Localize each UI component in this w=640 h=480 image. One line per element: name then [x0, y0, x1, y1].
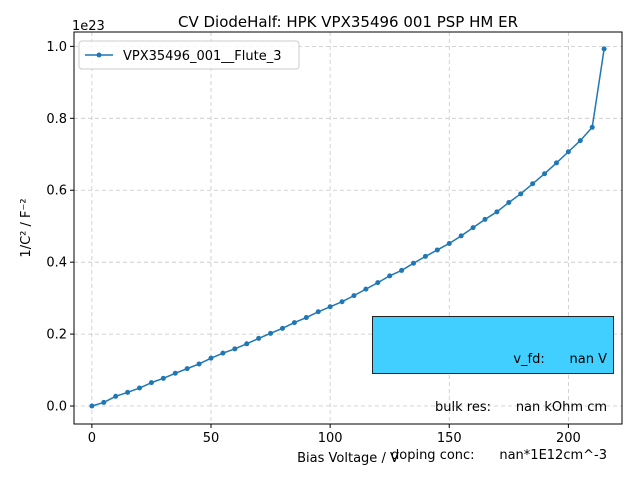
legend-point-marker — [96, 52, 102, 58]
data-point — [494, 209, 500, 215]
data-point — [565, 149, 571, 155]
data-point — [506, 199, 512, 205]
data-point — [327, 304, 333, 310]
y-tick-label: 0.0 — [46, 400, 67, 415]
data-point — [458, 233, 464, 239]
data-point — [363, 286, 369, 292]
data-point — [434, 247, 440, 253]
y-tick-label: 0.4 — [46, 256, 67, 271]
data-point — [256, 335, 262, 341]
data-point — [303, 315, 309, 321]
y-tick-label: 0.2 — [46, 328, 67, 343]
x-tick-label: 150 — [437, 431, 462, 446]
data-point — [351, 293, 357, 299]
data-point — [125, 389, 131, 395]
data-point — [279, 325, 285, 331]
data-point — [137, 385, 143, 391]
info-row-doping-conc: doping conc: nan*1E12cm^-3 — [391, 448, 607, 463]
data-point — [446, 240, 452, 246]
data-point — [148, 380, 154, 386]
data-point — [184, 366, 190, 372]
y-tick-label: 0.6 — [46, 184, 67, 199]
x-tick-label: 200 — [556, 431, 581, 446]
data-point — [375, 280, 381, 286]
x-axis-label: Bias Voltage / V — [297, 451, 399, 466]
legend-label: VPX35496_001__Flute_3 — [123, 49, 282, 64]
data-point — [291, 320, 297, 326]
data-point — [387, 273, 393, 279]
data-point — [172, 370, 178, 376]
y-offset-label: 1e23 — [72, 19, 105, 34]
data-point — [113, 393, 119, 399]
data-point — [601, 46, 607, 52]
data-point — [339, 299, 345, 305]
data-point — [553, 160, 559, 166]
data-point — [482, 216, 488, 222]
legend: VPX35496_001__Flute_3 — [78, 40, 300, 70]
data-point — [422, 253, 428, 259]
y-axis-label: 1/C² / F⁻² — [19, 198, 34, 257]
data-point — [470, 225, 476, 231]
data-point — [315, 309, 321, 315]
data-point — [518, 191, 524, 197]
data-point — [589, 124, 595, 130]
data-point — [399, 267, 405, 273]
chart-title: CV DiodeHalf: HPK VPX35496 001 PSP HM ER — [178, 13, 518, 31]
info-row-bulk-res: bulk res: nan kOhm cm — [435, 400, 607, 415]
data-point — [232, 346, 238, 352]
plot-area-frame — [73, 31, 623, 425]
data-point — [220, 350, 226, 356]
data-point — [577, 138, 583, 144]
fit-results-box: v_fd: nan V bulk res: nan kOhm cm doping… — [372, 316, 614, 463]
x-tick-label: 50 — [203, 431, 220, 446]
axis-ticks: 0 50 100 150 200 0.0 0.2 0.4 0.6 0.8 1.0 — [46, 40, 580, 446]
data-point — [244, 341, 250, 347]
data-point — [196, 361, 202, 367]
data-point — [89, 403, 95, 409]
data-point — [160, 375, 166, 381]
series-layer — [89, 46, 607, 409]
data-point — [268, 330, 274, 336]
data-point — [101, 399, 107, 405]
x-tick-label: 0 — [88, 431, 96, 446]
data-point — [542, 171, 548, 177]
y-tick-label: 1.0 — [46, 40, 67, 55]
data-point — [208, 355, 214, 361]
legend-box — [78, 40, 300, 70]
data-point — [411, 260, 417, 266]
y-tick-label: 0.8 — [46, 112, 67, 127]
info-row-vfd: v_fd: nan V — [513, 352, 607, 367]
x-tick-label: 100 — [318, 431, 343, 446]
data-point — [530, 181, 536, 187]
